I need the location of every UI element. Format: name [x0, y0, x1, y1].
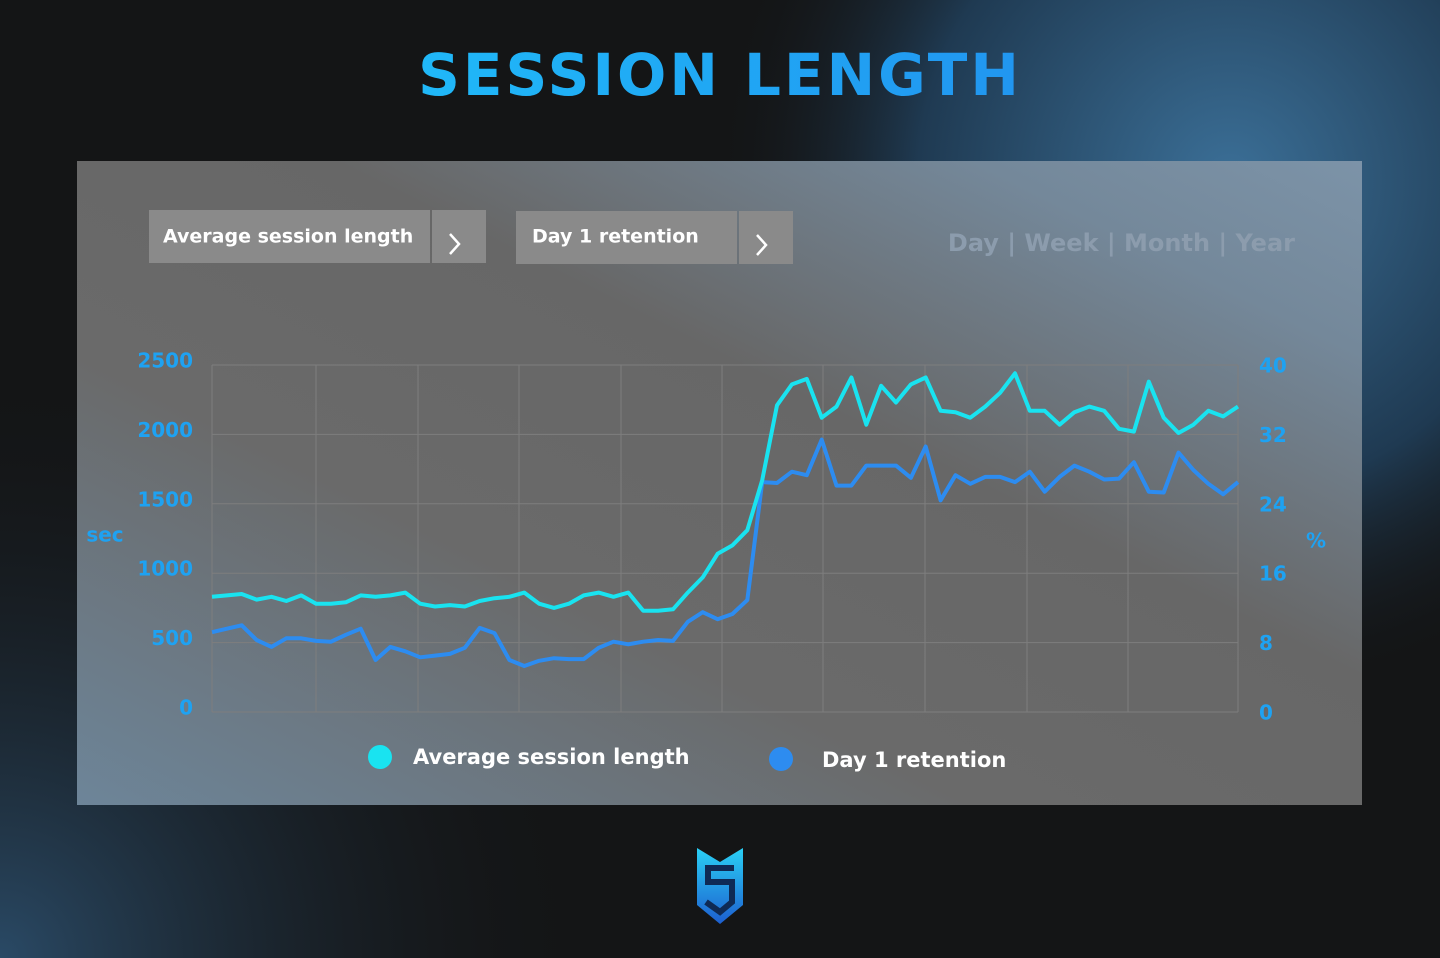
data-line	[211, 371, 1240, 613]
y-tick-label: 2000	[137, 418, 193, 442]
legend-marker	[769, 747, 793, 771]
y2-axis-label: %	[1306, 529, 1326, 553]
y-tick-label: 1000	[137, 557, 193, 581]
y2-tick-label: 0	[1259, 701, 1273, 725]
chart-panel	[77, 161, 1362, 805]
dropdown-label: Day 1 retention	[532, 226, 699, 248]
y2-tick-label: 8	[1259, 631, 1273, 655]
y2-tick-label: 24	[1259, 492, 1287, 516]
chevron-icon	[449, 233, 461, 255]
y-tick-label: 1500	[137, 487, 193, 511]
dropdown-arrow[interactable]	[432, 210, 486, 263]
y-tick-label: 500	[151, 626, 193, 650]
dropdown-arrow[interactable]	[739, 211, 793, 264]
period-selector[interactable]: Day | Week | Month | Year	[948, 229, 1295, 257]
page-title: SESSION LENGTH	[418, 41, 1022, 109]
dropdown[interactable]	[149, 210, 430, 263]
data-line	[211, 437, 1240, 668]
legend-label: Average session length	[413, 745, 690, 769]
chevron-icon	[756, 234, 768, 256]
legend-marker	[368, 745, 392, 769]
logo	[697, 848, 743, 924]
y-axis-label: sec	[86, 523, 123, 547]
vertical-grid	[211, 365, 1239, 712]
dropdown-label: Average session length	[163, 226, 413, 248]
dropdown[interactable]	[516, 211, 737, 264]
y-tick-label: 2500	[137, 349, 193, 373]
y2-tick-label: 16	[1259, 562, 1287, 586]
y2-tick-label: 32	[1259, 423, 1287, 447]
y-tick-label: 0	[179, 696, 193, 720]
legend-label: Day 1 retention	[822, 748, 1006, 772]
y2-tick-label: 40	[1259, 354, 1287, 378]
